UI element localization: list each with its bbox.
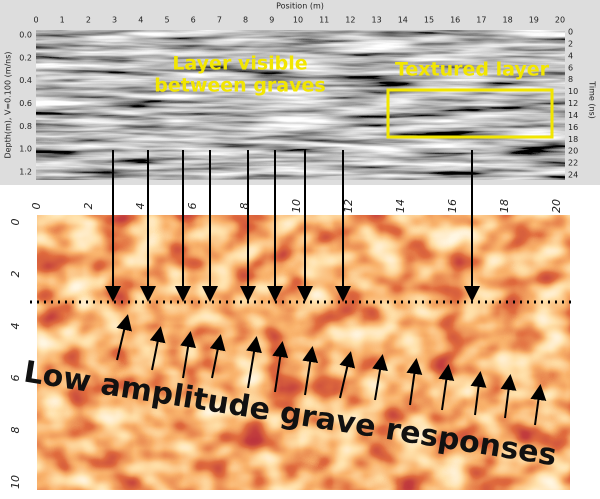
y-tick-label: 0.8 <box>19 122 32 131</box>
y-tick-label: 6 <box>9 375 22 382</box>
x-tick-label: 20 <box>550 199 563 213</box>
time-axis-label: Time (ns) <box>588 80 597 119</box>
x-tick-label: 14 <box>398 16 408 25</box>
x-tick-label: 11 <box>319 16 329 25</box>
radargram-image <box>36 30 565 180</box>
x-tick-label: 18 <box>503 16 513 25</box>
x-tick-label: 12 <box>345 16 355 25</box>
y2-tick-label: 18 <box>568 135 578 144</box>
y-tick-label: 8 <box>9 427 22 434</box>
y-tick-label: 0.6 <box>19 99 32 108</box>
x-tick-label: 6 <box>186 203 199 210</box>
x-tick-label: 6 <box>191 16 196 25</box>
x-tick-label: 12 <box>342 199 355 213</box>
x-tick-label: 15 <box>424 16 434 25</box>
x-tick-label: 14 <box>394 199 407 213</box>
highlight-box <box>386 88 554 139</box>
x-tick-label: 7 <box>217 16 222 25</box>
y2-tick-label: 22 <box>568 159 578 168</box>
x-tick-label: 4 <box>134 203 147 210</box>
arrow <box>209 334 226 379</box>
x-tick-label: 4 <box>138 16 143 25</box>
arrow <box>470 371 487 416</box>
x-tick-label: 0 <box>30 203 43 210</box>
x-tick-label: 5 <box>164 16 169 25</box>
x-tick-label: 18 <box>498 199 511 213</box>
y2-tick-label: 8 <box>568 75 573 84</box>
y-tick-label: 10 <box>9 475 22 489</box>
arrow <box>149 326 166 371</box>
x-tick-label: 17 <box>476 16 486 25</box>
arrow <box>246 336 262 389</box>
x-tick-label: 3 <box>112 16 117 25</box>
arrows <box>105 150 547 426</box>
y-tick-label: 0.0 <box>19 31 32 40</box>
arrow <box>180 331 196 379</box>
y2-tick-label: 10 <box>568 87 578 96</box>
x-tick-label: 2 <box>86 16 91 25</box>
arrow <box>438 364 455 411</box>
y2-tick-label: 0 <box>568 28 573 37</box>
arrow <box>339 351 356 399</box>
x-tick-label: 20 <box>555 16 565 25</box>
y2-tick-label: 2 <box>568 39 573 48</box>
arrow <box>500 374 517 419</box>
x-tick-label: 16 <box>450 16 460 25</box>
x-tick-label: 8 <box>243 16 248 25</box>
annotation: Textured layer <box>395 59 550 81</box>
y-tick-label: 0.2 <box>19 53 32 62</box>
x-tick-label: 9 <box>269 16 274 25</box>
y2-tick-label: 16 <box>568 123 578 132</box>
y-tick-label: 0 <box>9 219 22 226</box>
x-tick-label: 8 <box>238 203 251 210</box>
y-tick-label: 2 <box>9 271 22 278</box>
x-tick-label: 0 <box>33 16 38 25</box>
y2-tick-label: 14 <box>568 111 578 120</box>
y2-tick-label: 20 <box>568 147 578 156</box>
y2-tick-label: 4 <box>568 51 573 60</box>
arrow <box>272 341 289 393</box>
x-tick-label: 2 <box>82 203 95 210</box>
y2-tick-label: 6 <box>568 63 573 72</box>
arrow <box>302 346 319 396</box>
y2-tick-label: 12 <box>568 99 578 108</box>
y-tick-label: 1.0 <box>19 145 32 154</box>
arrow <box>406 358 423 406</box>
y-tick-label: 1.2 <box>19 168 32 177</box>
annotation: between graves <box>154 75 325 97</box>
x-tick-label: 13 <box>372 16 382 25</box>
annotation: Layer visible <box>172 53 307 75</box>
x-tick-label: 10 <box>293 16 303 25</box>
arrow <box>116 314 133 361</box>
x-tick-label: 1 <box>60 16 65 25</box>
arrow <box>372 354 388 401</box>
x-axis-label: Position (m) <box>276 2 324 11</box>
arrow <box>530 384 547 426</box>
x-tick-label: 16 <box>446 199 459 213</box>
y-tick-label: 4 <box>9 323 22 330</box>
depth-axis-label: Depth(m), V=0.100 (m/ns) <box>4 51 13 158</box>
x-tick-label: 10 <box>290 199 303 213</box>
x-tick-label: 19 <box>529 16 539 25</box>
y2-tick-label: 24 <box>568 171 578 180</box>
y-tick-label: 0.4 <box>19 76 32 85</box>
